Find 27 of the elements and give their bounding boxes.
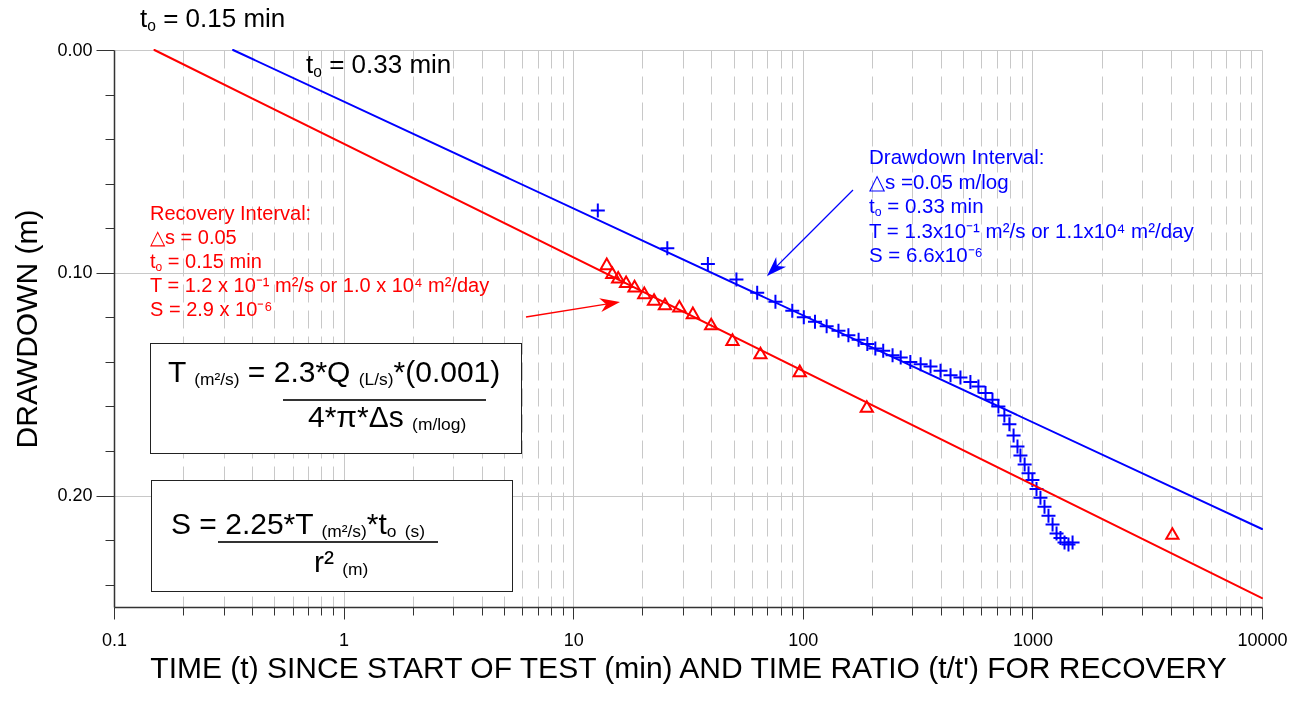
- annotation: Recovery Interval:: [150, 202, 312, 224]
- annotation: t$_{o}$ = 0.33 min: [306, 49, 452, 80]
- annotation: Drawdown Interval:: [869, 145, 1045, 168]
- annotation: T $_{(m²/s)}$ = 2.3*Q $_{(L/s)}$*(0.001): [168, 355, 501, 390]
- x-tick-label: 1: [339, 629, 350, 650]
- annotation: 4*π*Δs $_{(m/log)}$: [308, 400, 467, 435]
- y-axis-title: DRAWDOWN (m): [10, 209, 44, 449]
- annotation: S = 6.6x10⁻⁶: [869, 243, 984, 266]
- x-tick-label: 10: [563, 629, 584, 650]
- annotation: S = 2.9 x 10⁻⁶: [150, 298, 273, 320]
- x-tick-label: 0.1: [101, 629, 128, 650]
- text: t$_{o}$ = 0.15 min: [140, 3, 286, 34]
- formula-frame: T $_{(m²/s)}$ = 2.3*Q $_{(L/s)}$*(0.001) 4*π*Δs $_{(m/log)}$: [150, 343, 522, 454]
- y-tick-label: 0.20: [57, 485, 93, 506]
- annotation: t$_{o}$ = 0.15 min: [150, 250, 262, 274]
- annotation: r² $_{(m)}$: [314, 545, 369, 580]
- annotation: T = 1.2 x 10⁻¹ m²/s or 1.0 x 10⁴ m²/day: [150, 274, 490, 296]
- x-axis-title: TIME (t) SINCE START OF TEST (min) AND TIME RATIO (t/t') FOR RECOVERY: [150, 650, 1227, 684]
- y-tick-label: 0.00: [57, 39, 93, 60]
- annotation: t$_{o}$ = 0.33 min: [869, 194, 984, 220]
- y-tick-label: 0.10: [57, 262, 93, 283]
- x-tick-label: 100: [788, 629, 819, 650]
- annotation: △s =0.05 m/log: [869, 169, 1009, 193]
- x-tick-label: 1000: [1012, 629, 1053, 650]
- annotation: T = 1.3x10⁻¹ m²/s or 1.1x10⁴ m²/day: [869, 218, 1194, 242]
- x-tick-label: 10000: [1237, 629, 1288, 650]
- annotation: △s = 0.05: [150, 226, 237, 248]
